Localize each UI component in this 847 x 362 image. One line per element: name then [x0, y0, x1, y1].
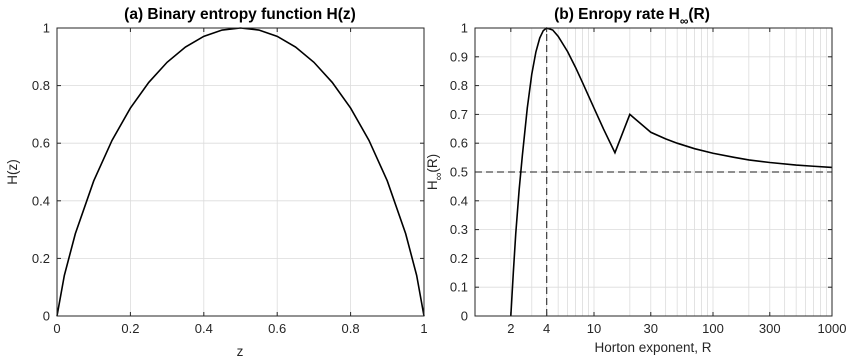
- x-tick-label: 0.2: [121, 321, 139, 336]
- x-tick-label: 0.8: [342, 321, 360, 336]
- chart-title: (a) Binary entropy function H(z): [124, 6, 356, 23]
- y-tick-label: 0.8: [32, 78, 50, 93]
- series-line-entropy: [56, 27, 425, 317]
- x-axis-label: Horton exponent, R: [594, 340, 711, 355]
- x-tick-label: 0.6: [268, 321, 286, 336]
- x-tick-label: 100: [702, 321, 724, 336]
- y-tick-label: 0.4: [32, 193, 50, 208]
- y-tick-label: 0.8: [450, 78, 468, 93]
- y-tick-label: 0.5: [450, 165, 468, 180]
- panel-binary-entropy: (a) Binary entropy function H(z) 0 0.2 0.4…: [5, 6, 428, 359]
- chart-title-end: (R): [688, 6, 710, 23]
- x-axis-label: z: [237, 344, 244, 359]
- y-tick-label: 0.1: [450, 280, 468, 295]
- y-axis-label-end: (R): [425, 154, 440, 173]
- x-tick-label: 1000: [818, 321, 847, 336]
- y-axis-label-main: H: [425, 180, 440, 190]
- x-tick-label: 0: [53, 321, 60, 336]
- y-tick-label: 0.2: [450, 251, 468, 266]
- y-tick-label: 0.7: [450, 107, 468, 122]
- y-axis-label-subscript: ∞: [433, 173, 445, 181]
- grid-b: [475, 27, 833, 317]
- chart-title-subscript: ∞: [680, 14, 689, 28]
- y-axis-label: H∞(R): [425, 154, 445, 190]
- y-tick-label: 0.4: [450, 193, 468, 208]
- series-line-entropy-rate: [510, 27, 833, 317]
- y-tick-label: 1: [43, 21, 50, 36]
- y-tick-label: 0.2: [32, 251, 50, 266]
- x-tick-labels-a: 0 0.2 0.4 0.6 0.8 1: [53, 321, 427, 336]
- axes-frame-a: [56, 27, 425, 317]
- y-tick-label: 0.6: [450, 136, 468, 151]
- x-tick-label: 1: [420, 321, 427, 336]
- y-tick-label: 0: [43, 309, 50, 324]
- reference-lines: [475, 28, 832, 316]
- grid-a: [56, 27, 425, 317]
- x-tick-label: 30: [644, 321, 658, 336]
- y-axis-label: H(z): [5, 159, 20, 185]
- x-tick-label: 4: [543, 321, 550, 336]
- y-tick-label: 0.6: [32, 136, 50, 151]
- axes-frame-b: [474, 27, 833, 317]
- panel-entropy-rate: (b) Enropy rate H∞(R) 2 4 10 30 100 300 1000 0…: [425, 6, 846, 355]
- x-tick-label: 2: [507, 321, 514, 336]
- y-tick-label: 1: [461, 21, 468, 36]
- y-tick-label: 0.3: [450, 222, 468, 237]
- x-tick-labels-b: 2 4 10 30 100 300 1000: [507, 321, 846, 336]
- x-tick-label: 300: [759, 321, 781, 336]
- y-tick-labels-a: 0 0.2 0.4 0.6 0.8 1: [32, 21, 50, 324]
- x-tick-label: 10: [587, 321, 601, 336]
- chart-title: (b) Enropy rate H∞(R): [554, 6, 710, 28]
- y-tick-labels-b: 0 0.1 0.2 0.3 0.4 0.5 0.6 0.7 0.8 0.9 1: [450, 21, 468, 324]
- y-tick-label: 0: [461, 309, 468, 324]
- chart-title-main: (b) Enropy rate H: [554, 6, 680, 23]
- y-tick-label: 0.9: [450, 49, 468, 64]
- x-tick-label: 0.4: [195, 321, 213, 336]
